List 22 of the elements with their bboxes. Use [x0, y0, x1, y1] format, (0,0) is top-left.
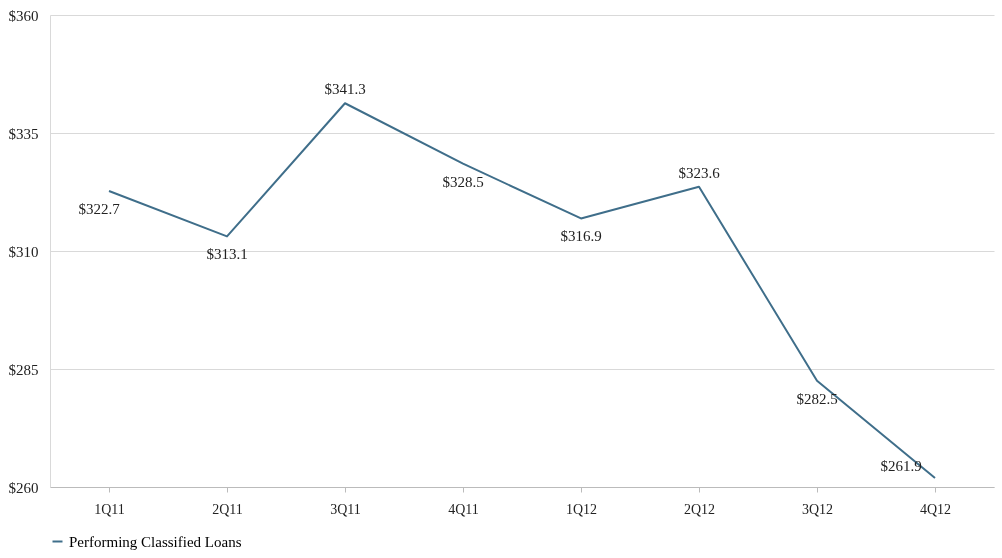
data-label: $328.5: [442, 173, 484, 190]
x-tick-label: 3Q11: [330, 501, 361, 517]
data-label: $341.3: [324, 81, 366, 98]
x-tick-label: 4Q11: [448, 501, 479, 517]
x-tick-label: 1Q12: [565, 501, 598, 517]
data-label: $316.9: [560, 228, 602, 245]
data-label: $313.1: [206, 246, 248, 263]
data-label: $261.9: [880, 458, 922, 475]
legend-label: Performing Classified Loans: [69, 533, 242, 550]
x-tick-label: 2Q12: [683, 501, 716, 517]
data-label: $282.5: [796, 390, 838, 407]
y-tick-label: $360: [8, 7, 39, 24]
y-tick-label: $285: [8, 361, 39, 378]
x-tick-label: 4Q12: [919, 501, 952, 517]
x-tick-label: 3Q12: [801, 501, 834, 517]
y-tick-label: $335: [8, 125, 39, 142]
x-tick-label: 2Q11: [212, 501, 243, 517]
x-tick-label: 1Q11: [94, 501, 125, 517]
data-label: $322.7: [78, 201, 121, 218]
y-tick-label: $310: [8, 243, 39, 260]
data-label: $323.6: [678, 164, 721, 181]
y-tick-label: $260: [8, 479, 39, 496]
